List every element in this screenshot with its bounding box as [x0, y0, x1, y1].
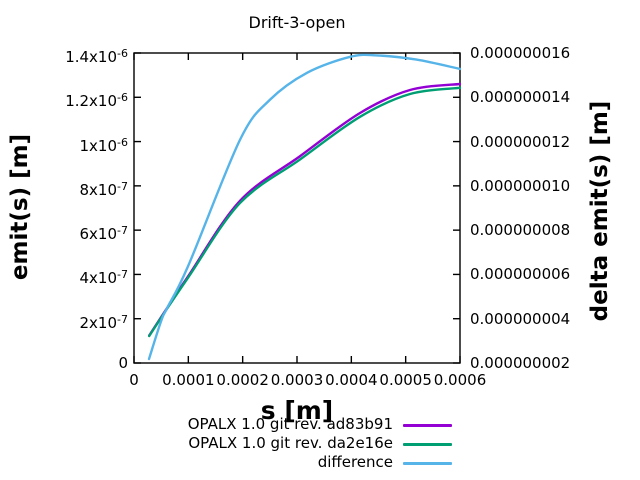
chart-title: Drift-3-open	[248, 13, 346, 32]
y-axis-tick-label-left: 1.2x10-6	[65, 91, 128, 111]
y-axis-tick-label-right: 0.000000004	[470, 309, 571, 328]
tick-marks	[133, 52, 461, 364]
series-line-1	[148, 86, 461, 338]
y-axis-tick-label-left: 6x10-7	[79, 224, 128, 244]
y-axis-tick-label-right: 0.000000008	[470, 221, 571, 240]
legend-line-swatch	[403, 442, 452, 446]
x-axis-tick-label: 0.0004	[325, 371, 378, 389]
legend-label: OPALX 1.0 git rev. ad83b91	[187, 415, 393, 433]
legend-line-swatch	[403, 423, 452, 427]
series-line-0	[148, 82, 461, 337]
y-axis-tick-label-right: 0.000000016	[470, 44, 571, 62]
y-axis-tick-label-left: 4x10-7	[79, 268, 128, 288]
y-axis-tick-label-right: 0.000000002	[470, 354, 571, 372]
y-axis-tick-label-right: 0.000000010	[470, 176, 571, 195]
x-axis-tick-label: 0.0002	[216, 371, 269, 389]
y-axis-tick-label-right: 0.000000012	[470, 132, 571, 151]
x-axis-tick-label: 0.0003	[270, 371, 324, 389]
y-axis-tick-label-right: 0.000000014	[470, 88, 571, 107]
y-axis-tick-label-left: 8x10-7	[79, 179, 128, 199]
y-axis-tick-label-left: 2x10-7	[79, 312, 128, 332]
y-axis-tick-label-left: 1x10-6	[79, 135, 128, 155]
plot-frame	[133, 52, 461, 364]
x-axis-label: s [m]	[260, 396, 334, 425]
x-axis-tick-label: 0.0006	[433, 371, 487, 389]
x-axis-tick-label: 0	[129, 371, 139, 389]
y-axis-tick-label-left: 0	[118, 354, 128, 372]
y-axis-tick-label-left: 1.4x10-6	[65, 47, 128, 66]
x-axis-tick-label: 0.0001	[162, 371, 215, 389]
legend-label: OPALX 1.0 git rev. da2e16e	[188, 434, 393, 452]
y-axis-tick-label-right: 0.000000006	[470, 265, 571, 284]
legend-label: difference	[317, 453, 393, 471]
legend-line-swatch	[403, 461, 452, 465]
x-axis-tick-label: 0.0005	[379, 371, 432, 389]
series-line-2	[147, 53, 461, 361]
